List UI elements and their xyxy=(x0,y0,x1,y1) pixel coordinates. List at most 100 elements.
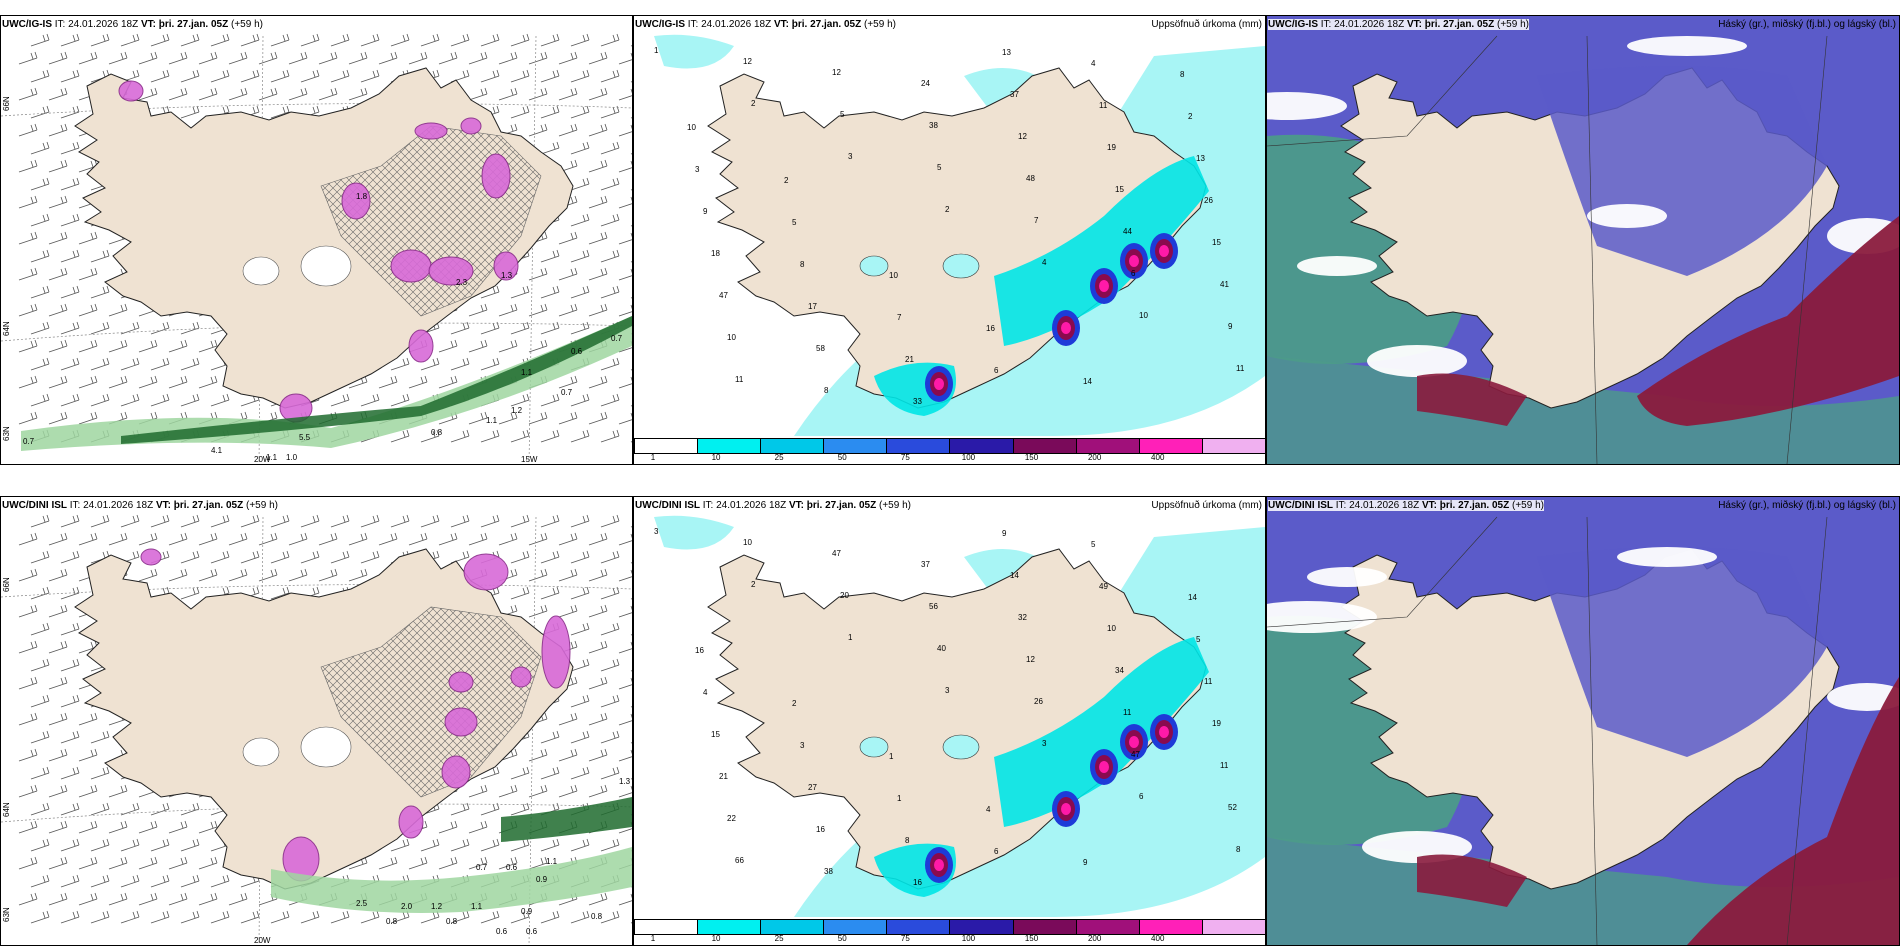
wind-barb xyxy=(78,748,98,762)
wind-barb xyxy=(528,303,548,317)
wind-barb xyxy=(438,375,458,389)
wind-barb xyxy=(78,892,98,906)
wind-barb xyxy=(348,532,368,546)
wind-barb xyxy=(510,514,530,528)
wind-barb xyxy=(150,321,170,335)
wind-barb xyxy=(48,339,68,353)
wind-barb xyxy=(108,856,128,870)
rain-band xyxy=(271,847,632,913)
wind-barb xyxy=(150,838,170,852)
precip-value: 38 xyxy=(929,121,938,130)
clear-sky-gap xyxy=(1307,567,1387,587)
wind-barb xyxy=(348,87,368,101)
wind-barb xyxy=(210,69,230,83)
wind-barb xyxy=(480,838,500,852)
wind-barb xyxy=(168,51,188,65)
lon-label: 15W xyxy=(521,455,538,464)
wind-barb xyxy=(528,339,548,353)
precip-value: 6 xyxy=(1131,269,1136,278)
wind-barb xyxy=(540,105,560,119)
precip-value: 3 xyxy=(1042,739,1047,748)
wind-barb xyxy=(30,213,50,227)
wind-barb xyxy=(438,339,458,353)
panel-field-title: Háský (gr.), miðský (fj.bl.) og lágský (… xyxy=(1718,19,1896,30)
wind-barb xyxy=(510,105,530,119)
wind-barb xyxy=(288,568,308,582)
low-cloud-maroon xyxy=(1417,373,1527,426)
wind-barb xyxy=(90,730,110,744)
lon-label: 20W xyxy=(254,936,271,945)
wind-barb xyxy=(588,123,608,137)
low-cloud-maroon xyxy=(1417,854,1527,907)
precip-value: 10 xyxy=(687,123,696,132)
snow-precip-blob xyxy=(341,182,371,220)
wind-precip-value: 1.1 xyxy=(486,416,498,425)
precip-field-mid xyxy=(994,637,1209,827)
precip-field-light xyxy=(654,515,734,550)
precip-core-magenta xyxy=(1061,803,1071,815)
precip-value: 5 xyxy=(840,110,845,119)
region-borders xyxy=(1267,35,1828,464)
precip-value: 1 xyxy=(654,46,659,55)
wind-barb xyxy=(258,51,278,65)
precip-value: 14 xyxy=(1010,571,1019,580)
wind-precip-value: 2.3 xyxy=(456,278,468,287)
wind-barb xyxy=(528,784,548,798)
wind-barb xyxy=(48,748,68,762)
wind-barb xyxy=(60,249,80,263)
wind-barb xyxy=(210,393,230,407)
wind-precip-value: 1.1 xyxy=(266,453,278,462)
wind-barb xyxy=(480,69,500,83)
colorbar-cell xyxy=(886,439,950,453)
wind-barb xyxy=(618,605,632,618)
wind-barb xyxy=(300,514,320,528)
wind-barb xyxy=(570,910,590,924)
lat-label: 63N xyxy=(2,426,11,441)
snow-precip-blob xyxy=(444,707,478,737)
wind-barb xyxy=(120,514,140,528)
wind-barb xyxy=(540,514,560,528)
wind-barb xyxy=(18,712,38,726)
wind-barb xyxy=(270,33,290,47)
wind-precip-value: 1.3 xyxy=(501,271,513,280)
wind-barb xyxy=(60,910,80,924)
precip-value: 9 xyxy=(703,207,708,216)
wind-barb xyxy=(30,622,50,636)
wind-barb xyxy=(60,213,80,227)
wind-barb xyxy=(330,514,350,528)
snow-precip-blob xyxy=(460,117,482,135)
wind-barb xyxy=(630,405,632,407)
region-border xyxy=(1786,35,1828,464)
wind-barb xyxy=(450,321,470,335)
wind-barb xyxy=(558,411,578,425)
precip-value: 3 xyxy=(695,165,700,174)
precip-value: 47 xyxy=(719,291,728,300)
wind-barb xyxy=(390,429,410,443)
wind-barb xyxy=(600,213,620,227)
wind-barb xyxy=(540,838,560,852)
wind-barb xyxy=(30,249,50,263)
wind-barb xyxy=(540,141,560,155)
wind-precip-value: 0.9 xyxy=(521,907,533,916)
wind-barb xyxy=(600,766,620,780)
wind-barb xyxy=(198,568,218,582)
wind-barb xyxy=(18,195,38,209)
wind-barb xyxy=(528,532,548,546)
glacier-outline xyxy=(942,253,980,279)
wind-barb xyxy=(390,357,410,371)
wind-barb xyxy=(90,33,110,47)
wind-barb xyxy=(288,532,308,546)
wind-barb xyxy=(348,51,368,65)
wind-barb xyxy=(330,910,350,924)
precip-value: 2 xyxy=(1188,112,1193,121)
rain-band xyxy=(501,797,632,842)
wind-precip-value: 1.3 xyxy=(619,777,631,786)
colorbar-cell xyxy=(949,920,1013,934)
snow-precip-blob xyxy=(428,256,474,286)
wind-barb xyxy=(540,730,560,744)
wind-barb xyxy=(78,532,98,546)
precip-value: 44 xyxy=(1123,227,1132,236)
wind-barb xyxy=(570,622,590,636)
wind-barb xyxy=(588,51,608,65)
wind-precip-value: 0.9 xyxy=(536,875,548,884)
